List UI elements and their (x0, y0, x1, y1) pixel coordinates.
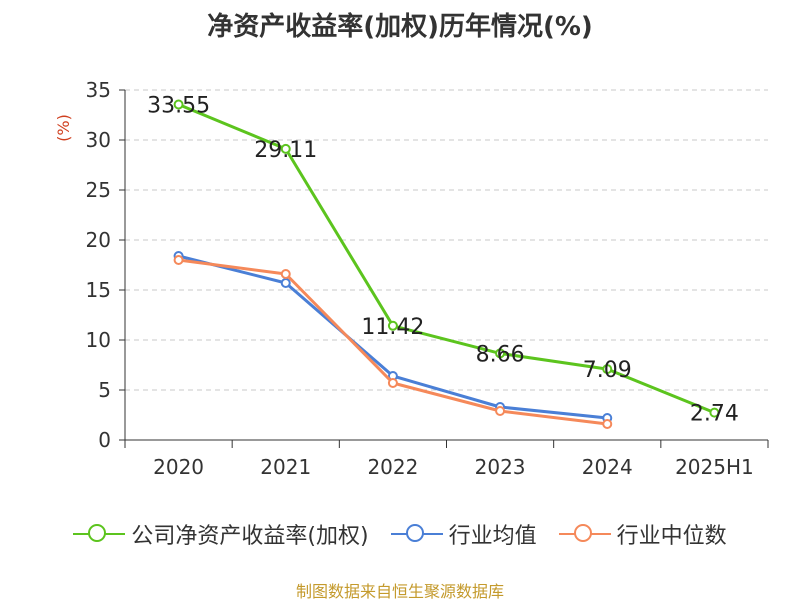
y-axis-label: (%) (54, 114, 73, 142)
y-tick-label: 0 (98, 428, 111, 452)
source-note: 制图数据来自恒生聚源数据库 (295, 582, 504, 601)
y-tick-label: 35 (86, 78, 111, 102)
chart-title: 净资产收益率(加权)历年情况(%) (207, 12, 593, 42)
data-point-1 (280, 278, 291, 288)
data-point-0 (602, 364, 613, 375)
legend-item-industry-mean[interactable]: 行业均值 (390, 518, 537, 550)
legend-swatch-industry-mean (390, 522, 443, 546)
y-tick-label: 10 (86, 328, 111, 352)
legend: 公司净资产收益率(加权) 行业均值 行业中位数 (0, 518, 800, 550)
x-tick-label: 2021 (260, 455, 311, 479)
legend-label-company-roe: 公司净资产收益率(加权) (131, 524, 369, 549)
legend-swatch-company-roe (73, 522, 126, 546)
data-label: 11.42 (361, 315, 424, 340)
x-tick-label: 2024 (582, 455, 633, 479)
data-point-0 (387, 320, 398, 331)
x-tick-label: 2020 (153, 455, 204, 479)
legend-item-industry-median[interactable]: 行业中位数 (558, 518, 727, 550)
series-line-0 (178, 103, 715, 414)
y-tick-label: 5 (98, 378, 111, 402)
data-point-0 (173, 99, 184, 110)
data-label: 29.11 (254, 138, 317, 163)
data-point-2 (280, 269, 291, 279)
data-point-2 (387, 378, 398, 388)
legend-label-industry-median: 行业中位数 (616, 524, 727, 549)
data-point-2 (495, 406, 506, 416)
data-label: 2.74 (690, 402, 739, 427)
x-tick-label: 2022 (367, 455, 418, 479)
y-tick-label: 25 (86, 178, 111, 202)
data-label: 8.66 (476, 342, 525, 367)
x-tick-label: 2023 (475, 455, 526, 479)
x-tick-label: 2025H1 (675, 455, 754, 479)
y-tick-label: 20 (86, 228, 111, 252)
data-point-0 (709, 407, 720, 418)
legend-item-company-roe[interactable]: 公司净资产收益率(加权) (73, 518, 369, 550)
data-point-0 (495, 348, 506, 359)
data-point-2 (602, 419, 613, 429)
y-tick-label: 30 (86, 128, 111, 152)
legend-swatch-industry-median (558, 522, 611, 546)
data-label: 7.09 (583, 358, 632, 383)
data-label: 33.55 (147, 94, 210, 119)
series-line-2 (178, 258, 608, 426)
y-tick-label: 15 (86, 278, 111, 302)
data-point-0 (280, 143, 291, 154)
data-point-2 (173, 255, 184, 265)
legend-label-industry-mean: 行业均值 (448, 524, 537, 549)
